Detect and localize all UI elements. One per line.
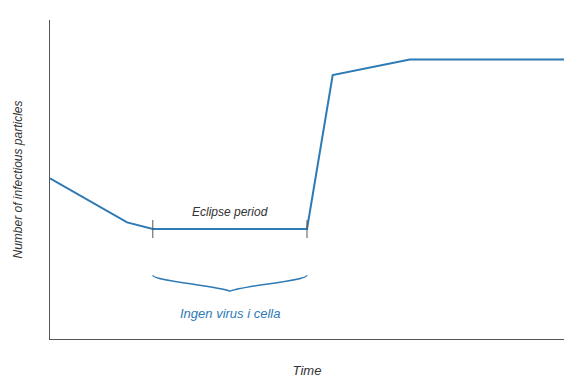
svg-text:Eclipse period: Eclipse period	[192, 205, 268, 219]
svg-text:Time: Time	[293, 363, 322, 378]
svg-text:Ingen virus i cella: Ingen virus i cella	[180, 306, 280, 321]
svg-text:Number of infectious particles: Number of infectious particles	[11, 100, 25, 258]
